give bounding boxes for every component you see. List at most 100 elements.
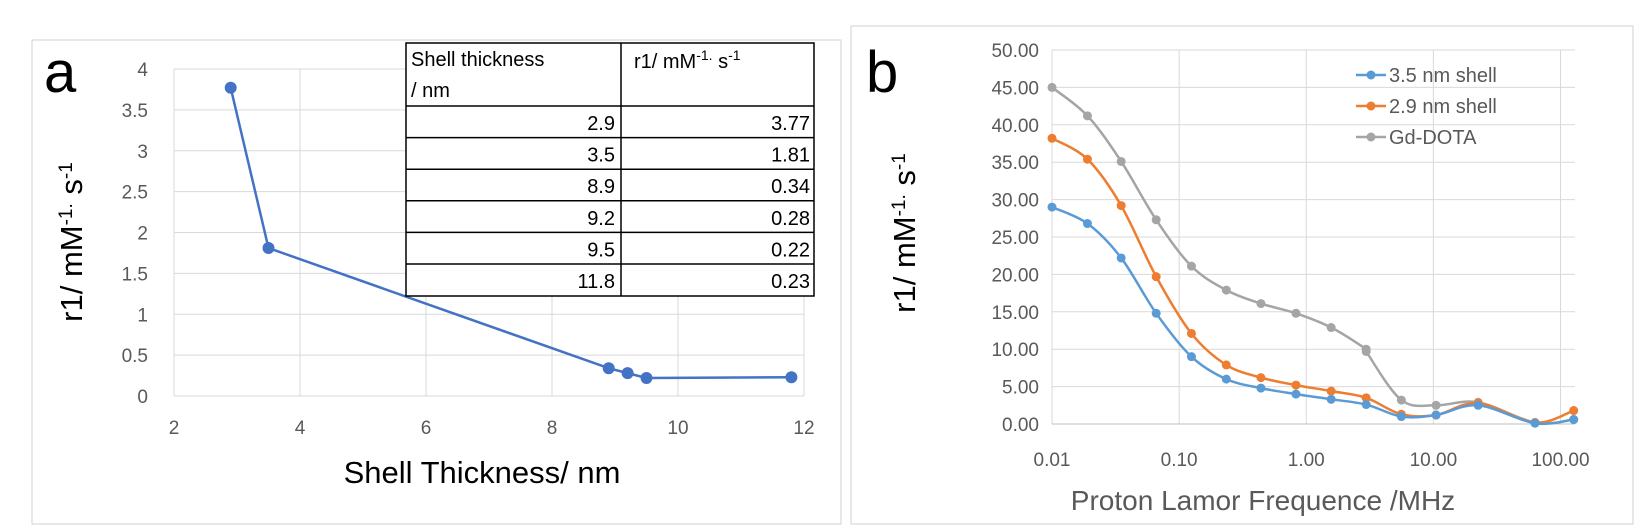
panel-b-x-tick-label: 0.10 [1161,450,1198,471]
panel-a-series-line [229,87,792,380]
legend-swatch-marker [1366,70,1376,80]
panel-b-x-tick-label: 100.00 [1531,450,1589,471]
panel-a-x-axis-title: Shell Thickness/ nm [344,455,621,490]
data-table-cell-thickness: 9.2 [587,208,615,230]
panel-b-x-axis-title: Proton Lamor Frequence /MHz [1071,485,1455,516]
panel-b-data-point [1361,346,1371,356]
panel-a-y-axis-title-base: r1/ mM [54,225,89,321]
panel-b-y-axis-title: r1/ mM-1. s-1 [887,153,922,313]
panel-b-data-point [1569,415,1579,425]
panel-b-data-point [1116,156,1126,166]
panel-b-y-tick-label: 30.00 [991,191,1039,212]
panel-a-y-ticks: 0 0.5 1 1.5 2 2.5 3 3.5 4 [122,60,149,408]
data-table-cell-r1: 1.81 [771,145,810,167]
panel-b-data-point [1361,400,1371,410]
panel-b-y-axis-title-base: r1/ mM [887,216,922,312]
panel-a-x-tick-label: 10 [667,418,688,439]
panel-a-y-axis-title-sup2: -1 [56,162,77,179]
panel-b-data-point [1256,383,1266,393]
data-table-header-col2-mid: s [713,51,729,73]
panel-b-letter: b [866,40,898,105]
legend-swatch-marker [1366,101,1376,111]
panel-a-data-table: Shell thickness / nm r1/ mM-1. s-1 2.9 3.… [405,42,815,297]
panel-b-data-point [1396,395,1406,405]
panel-b-y-axis-title-mid: s [887,170,922,194]
panel-a-series [224,81,798,385]
data-table-header-col2: r1/ mM-1. s-1 [634,47,741,73]
panel-a-y-tick-label: 4 [137,60,148,81]
data-table-cell-thickness: 2.9 [587,113,615,135]
panel-a-data-point [621,367,634,380]
panel-a-y-tick-label: 3.5 [122,101,148,122]
panel-b-y-tick-label: 15.00 [991,303,1039,324]
panel-b-data-point [1151,308,1161,318]
panel-a-x-tick-label: 12 [793,418,814,439]
panel-b-data-point [1186,328,1196,338]
data-table-cell-r1: 0.23 [771,271,810,293]
panel-b-data-point [1116,253,1126,263]
panel-b-data-point [1473,400,1483,410]
panel-b-y-tick-label: 45.00 [991,78,1039,99]
panel-b-data-point [1047,202,1057,212]
data-table-header-col2-base: r1/ mM [634,51,696,73]
data-table-cell-r1: 0.22 [771,239,810,261]
panel-a-x-tick-label: 8 [547,418,558,439]
panel-b-gridlines [1051,49,1575,425]
panel-b-y-tick-label: 20.00 [991,265,1039,286]
panel-b-data-point [1221,360,1231,370]
panel-a-data-point [224,81,237,94]
panel-b-y-tick-label: 25.00 [991,228,1039,249]
panel-b-data-point [1082,111,1092,121]
data-table-header-col2-sup1: -1. [696,47,712,63]
panel-a-y-tick-label: 0.5 [122,346,148,367]
panel-a-y-tick-label: 0 [137,387,148,408]
data-table-rows: 2.9 3.77 3.5 1.81 8.9 0.34 9.2 0.28 9.5 0.22 11.8 0… [406,105,814,293]
panel-a-y-axis-title: r1/ mM-1. s-1 [54,162,89,322]
panel-b-y-tick-label: 0.00 [1002,415,1039,436]
panel-b-y-tick-label: 50.00 [991,41,1039,62]
panel-b-data-point [1431,400,1441,410]
panel-b-y-ticks: 0.00 5.00 10.00 15.00 20.00 25.00 30.00 35.00 40… [991,41,1039,436]
panel-b-data-point [1256,373,1266,383]
legend-entry-label: 2.9 nm shell [1389,96,1497,118]
panel-b-frame [850,25,1634,525]
panel-a-y-axis-title-sup1: -1. [56,203,77,225]
panel-a-y-tick-label: 2.5 [122,183,148,204]
panel-b-data-point [1116,201,1126,211]
panel-b-data-point [1047,82,1057,92]
panel-b-data-point [1291,380,1301,390]
panel-b-y-axis-title-sup1: -1. [889,194,910,216]
panel-b-data-point [1326,323,1336,333]
data-table-cell-thickness: 11.8 [578,271,615,293]
data-table-cell-r1: 3.77 [771,113,810,135]
panel-a-x-tick-label: 2 [169,418,180,439]
panel-b-y-tick-label: 40.00 [991,116,1039,137]
panel-a-y-tick-label: 1.5 [122,264,148,285]
panel-b-y-tick-label: 35.00 [991,153,1039,174]
data-table-header-col1-line1: Shell thickness [411,49,544,71]
panel-b-series-line [1051,86,1574,425]
panel-a-data-point [640,372,653,385]
panel-b-data-point [1256,299,1266,309]
legend-swatch-marker [1366,132,1376,142]
panel-b-data-point [1326,386,1336,396]
panel-a-y-tick-label: 3 [137,142,148,163]
panel-b-data-point [1082,219,1092,229]
panel-b-data-point [1186,261,1196,271]
panel-b-data-point [1291,389,1301,399]
panel-b-data-point [1291,308,1301,318]
panel-b-data-point [1047,133,1057,143]
panel-a: a 0 0.5 1 1.5 2 2.5 3 3.5 4 2 4 6 8 10 12 Shell Thick… [31,39,842,525]
panel-b-y-axis-title-sup2: -1 [889,153,910,170]
panel-b-x-tick-label: 10.00 [1410,450,1458,471]
panel-b-data-point [1151,272,1161,282]
panel-a-y-tick-label: 2 [137,224,148,245]
panel-a-data-point [262,242,275,255]
panel-a-x-tick-label: 6 [421,418,432,439]
data-table-cell-r1: 0.28 [771,208,810,230]
panel-b-x-ticks: 0.01 0.10 1.00 10.00 100.00 [1034,450,1590,471]
panel-b: b 0.00 5.00 10.00 15.00 20.00 25.00 30.00 35.00… [850,25,1634,525]
panel-b-data-point [1569,406,1579,416]
panel-a-data-point [785,371,798,384]
